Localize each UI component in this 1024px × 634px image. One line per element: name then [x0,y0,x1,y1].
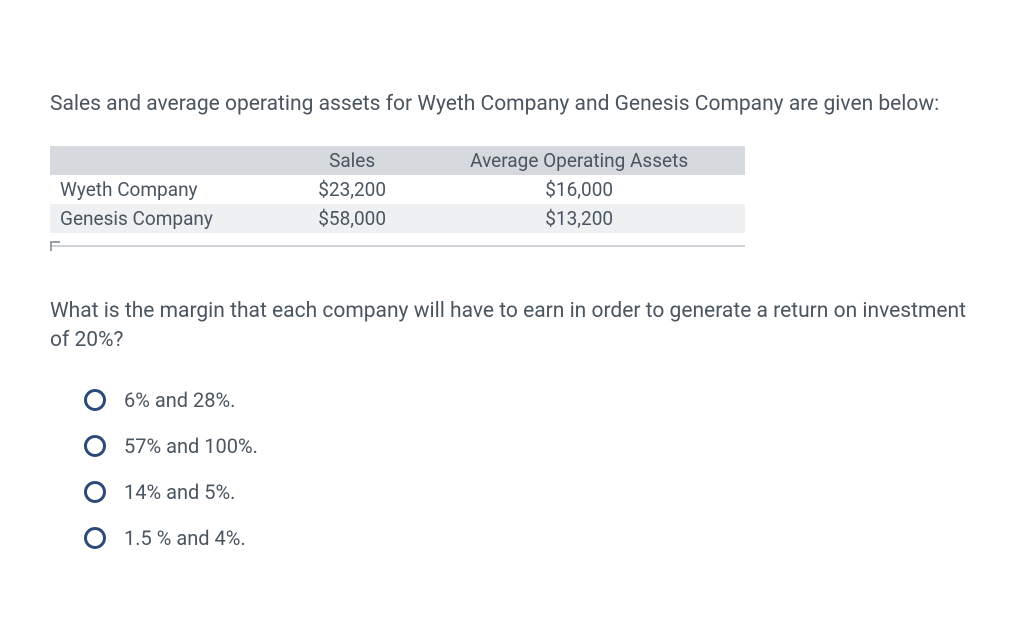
data-table-wrap: Sales Average Operating Assets Wyeth Com… [50,146,745,255]
cell-company: Genesis Company [50,204,291,233]
option-label: 57% and 100%. [124,434,258,458]
data-table: Sales Average Operating Assets Wyeth Com… [50,146,745,233]
table-row: Genesis Company $58,000 $13,200 [50,204,745,233]
cell-assets: $16,000 [413,175,745,204]
cell-sales: $58,000 [291,204,413,233]
cell-sales: $23,200 [291,175,413,204]
table-row: Wyeth Company $23,200 $16,000 [50,175,745,204]
scrollbar-corner [50,241,60,251]
option-label: 6% and 28%. [124,388,235,412]
radio-icon [84,389,106,411]
horizontal-scrollbar[interactable] [50,241,745,255]
option-1[interactable]: 6% and 28%. [84,388,974,412]
option-label: 1.5 % and 4%. [124,526,246,550]
cell-company: Wyeth Company [50,175,291,204]
option-4[interactable]: 1.5 % and 4%. [84,526,974,550]
question-page: Sales and average operating assets for W… [0,0,1024,550]
option-3[interactable]: 14% and 5%. [84,480,974,504]
option-label: 14% and 5%. [124,480,235,504]
scrollbar-track [50,245,745,247]
radio-icon [84,527,106,549]
option-2[interactable]: 57% and 100%. [84,434,974,458]
col-header-sales: Sales [291,146,413,175]
col-header-empty [50,146,291,175]
question-text: What is the margin that each company wil… [50,297,974,354]
options-group: 6% and 28%. 57% and 100%. 14% and 5%. 1.… [50,388,974,550]
table-header-row: Sales Average Operating Assets [50,146,745,175]
cell-assets: $13,200 [413,204,745,233]
radio-icon [84,481,106,503]
intro-text: Sales and average operating assets for W… [50,90,974,118]
col-header-assets: Average Operating Assets [413,146,745,175]
radio-icon [84,435,106,457]
